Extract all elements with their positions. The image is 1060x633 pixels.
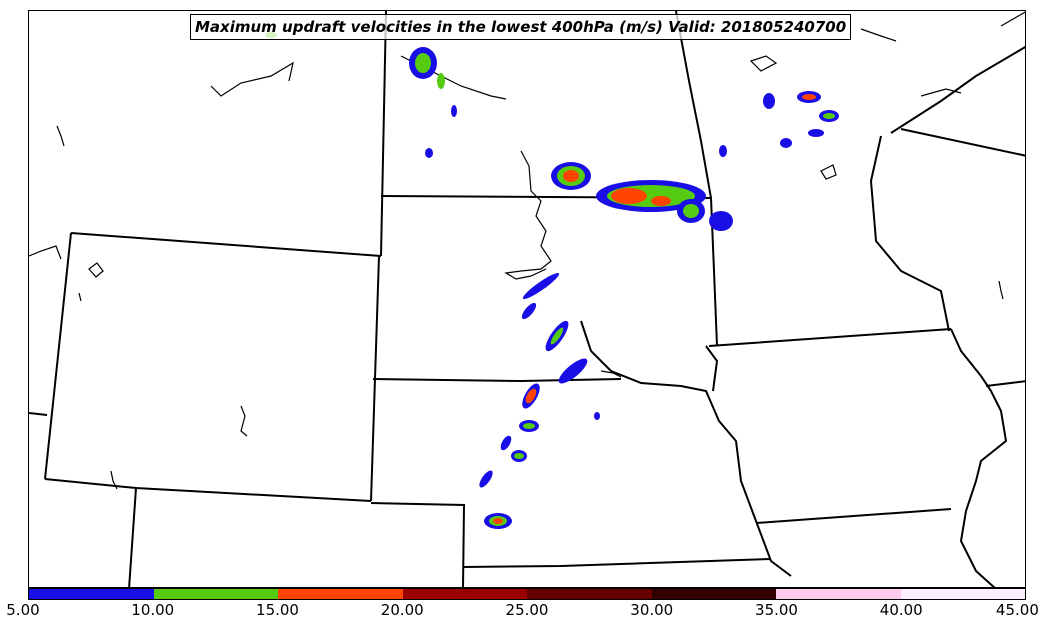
lake-superior: [749, 55, 778, 72]
colorbar-tick-label: 25.00: [505, 601, 549, 619]
updraft-cell: [719, 145, 727, 157]
updraft-cells-nd-north: [265, 32, 457, 158]
colorbar-tick-label: 35.00: [755, 601, 798, 619]
boundary-mo-river: [580, 320, 792, 577]
lake-wi: [998, 280, 1004, 300]
updraft-cell: [425, 148, 433, 158]
boundary-dakota-west: [380, 11, 387, 257]
colorbar-segment: [651, 589, 776, 599]
coast-lake-superior: [920, 88, 962, 97]
lake-wy-4: [110, 470, 118, 490]
boundary-mississippi: [950, 328, 1008, 587]
lake-ia-outline: [600, 370, 622, 378]
lake-mn-1: [820, 164, 837, 180]
updraft-cell: [479, 470, 493, 488]
state-boundaries: [29, 11, 1025, 587]
colorbar-tick-label: 10.00: [131, 601, 175, 619]
boundary-ia-south: [755, 508, 952, 524]
updraft-cell: [651, 196, 671, 206]
map-canvas: [29, 11, 1025, 587]
boundary-co-ne: [370, 502, 466, 587]
updraft-cell: [415, 53, 431, 73]
colorbar-segment: [402, 589, 527, 599]
updraft-cell: [611, 188, 647, 204]
colorbar-segment: [278, 589, 403, 599]
lake-wy-2: [78, 292, 82, 302]
lake-wy-1: [88, 262, 104, 278]
map-title: Maximum updraft velocities in the lowest…: [190, 14, 852, 40]
updraft-cells-nd-se: [551, 162, 733, 231]
colorbar-tick-label: 5.00: [6, 601, 40, 619]
updraft-cell: [500, 435, 512, 451]
boundary-wy-west: [44, 232, 72, 480]
lake-wy-3: [240, 405, 248, 437]
colorbar-segment: [776, 589, 901, 599]
colorbar-tick-label: 45.00: [995, 601, 1039, 619]
colorbar-segment: [153, 589, 278, 599]
updraft-cell: [594, 412, 600, 420]
updraft-cell: [437, 73, 445, 89]
colorbar-tick-label: 30.00: [630, 601, 674, 619]
boundary-ia-north: [708, 328, 952, 347]
updraft-cell: [709, 211, 733, 231]
updraft-cell: [451, 105, 457, 117]
colorbar-segment: [29, 589, 154, 599]
boundary-wy-north: [70, 232, 382, 257]
updraft-cell: [493, 518, 503, 524]
coastline-lines: [29, 11, 1025, 490]
map-panel: [28, 10, 1026, 588]
colorbar-segment: [900, 589, 1025, 599]
river-mn-north: [860, 28, 897, 42]
colorbar-tick-label: 15.00: [256, 601, 299, 619]
updraft-contours: [265, 32, 839, 529]
lake-montana: [56, 125, 65, 147]
updraft-cell: [522, 272, 560, 300]
updraft-cells-mn: [719, 91, 839, 157]
updraft-cell: [558, 358, 588, 384]
updraft-cell: [550, 327, 564, 345]
updraft-cells-sd-ne: [479, 272, 600, 529]
colorbar: [28, 588, 1026, 600]
idaho-border-west: [29, 245, 62, 260]
colorbar-tick-label: 20.00: [380, 601, 424, 619]
boundary-ks-north: [462, 558, 772, 568]
updraft-cell: [523, 423, 535, 429]
colorbar-tick-label: 40.00: [879, 601, 923, 619]
boundary-co-north: [128, 487, 137, 587]
updraft-cell: [823, 113, 835, 119]
updraft-cell: [780, 138, 792, 148]
boundary-idaho-west: [29, 412, 48, 416]
river-missouri-nd: [504, 150, 552, 280]
updraft-cell: [763, 93, 775, 109]
boundary-il-north: [985, 380, 1025, 387]
boundary-sd-ne: [372, 378, 622, 383]
river-montana: [210, 61, 294, 97]
boundary-wy-south: [44, 478, 372, 502]
updraft-cell: [683, 204, 699, 218]
boundary-mn-lake: [890, 46, 1025, 134]
boundary-ia-west: [705, 345, 719, 392]
updraft-cell: [514, 453, 524, 459]
updraft-cell: [563, 170, 579, 182]
boundary-wi-west: [869, 135, 950, 332]
boundary-mn-west: [675, 11, 718, 347]
updraft-cell: [525, 388, 537, 404]
updraft-cell: [521, 302, 537, 320]
updraft-cell: [808, 129, 824, 137]
colorbar-ticks: 5.00 10.00 15.00 20.00 25.00 30.00 35.00 40.00 4…: [0, 600, 1060, 630]
river-mn-upper: [1000, 11, 1025, 27]
updraft-cell: [802, 94, 816, 100]
colorbar-segment: [527, 589, 652, 599]
boundary-wi-north: [900, 128, 1025, 157]
